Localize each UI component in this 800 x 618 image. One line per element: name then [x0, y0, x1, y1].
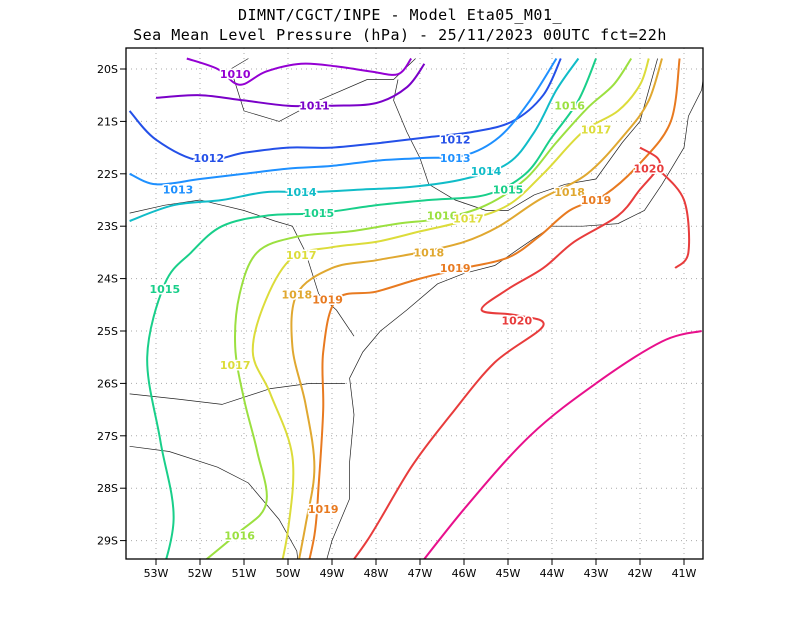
lon-tick-label: 46W [452, 567, 477, 580]
isobar-1010 [186, 57, 413, 86]
lat-tick-label: 26S [97, 377, 118, 390]
isobar-contours [128, 57, 702, 559]
contour-label: 1019 [312, 294, 343, 307]
lon-tick-label: 43W [584, 567, 609, 580]
isobar-1021 [423, 330, 702, 559]
coastline-path [326, 77, 703, 559]
lat-tick-label: 28S [97, 482, 118, 495]
lon-tick-label: 51W [232, 567, 257, 580]
lat-tick-label: 22S [97, 168, 118, 181]
lon-tick-label: 41W [672, 567, 697, 580]
chart-title-line1: DIMNT/CGCT/INPE - Model Eta05_M01_ [237, 6, 563, 24]
contour-label: 1019 [308, 503, 339, 516]
lon-tick-label: 47W [408, 567, 433, 580]
isobar-1014 [129, 57, 580, 222]
lon-tick-label: 49W [320, 567, 345, 580]
lon-tick-label: 42W [628, 567, 653, 580]
lat-tick-label: 24S [97, 273, 118, 286]
contour-label: 1014 [286, 186, 317, 199]
contour-label: 1012 [440, 134, 471, 147]
isobar-1018 [290, 58, 663, 559]
contour-label: 1017 [581, 123, 612, 136]
coastline-path [230, 58, 249, 70]
longitude-axis: 53W 52W 51W 50W 49W 48W 47W 46W 45W 44W 43W 42W 41W [144, 559, 697, 580]
chart-title-line2: Sea Mean Level Pressure (hPa) - 25/11/20… [133, 26, 667, 44]
contour-label: 1010 [220, 68, 251, 81]
lat-tick-label: 21S [97, 115, 118, 128]
contour-label: 1017 [453, 212, 484, 225]
contour-label: 1011 [299, 100, 330, 113]
coastline-path [129, 199, 355, 337]
contour-label: 1020 [633, 163, 664, 176]
coastline-path [129, 445, 299, 559]
lat-tick-label: 27S [97, 430, 118, 443]
lat-lon-grid [126, 48, 703, 559]
contour-label: 1017 [286, 249, 317, 262]
plot-frame [125, 47, 704, 560]
contour-label: 1016 [224, 529, 255, 542]
lat-tick-label: 25S [97, 325, 118, 338]
coastline-path [534, 58, 658, 196]
lon-tick-label: 50W [276, 567, 301, 580]
lon-tick-label: 52W [188, 567, 213, 580]
contour-label: 1020 [501, 315, 532, 328]
latitude-axis: 20S 21S 22S 23S 24S 25S 26S 27S 28S 29S [97, 63, 126, 548]
lon-tick-label: 48W [364, 567, 389, 580]
contour-label: 1013 [163, 184, 194, 197]
contour-label: 1017 [220, 359, 251, 372]
isobar-1013 [129, 57, 558, 186]
contour-label: 1016 [554, 100, 585, 113]
isobar-1020 [656, 167, 691, 269]
contour-label: 1016 [427, 210, 458, 223]
isobar-1016 [205, 57, 633, 559]
isobar-1015 [146, 58, 597, 559]
contour-label: 1015 [149, 283, 180, 296]
lon-tick-label: 53W [144, 567, 169, 580]
lon-tick-label: 45W [496, 567, 521, 580]
contour-label: 1018 [413, 246, 444, 259]
contour-label: 1019 [581, 194, 612, 207]
lat-tick-label: 23S [97, 220, 118, 233]
contour-label: 1015 [303, 207, 334, 220]
coastline-path [230, 58, 416, 122]
lat-tick-label: 20S [97, 63, 118, 76]
isobar-1011 [155, 63, 426, 108]
contour-label: 1019 [440, 262, 471, 275]
contour-label: 1018 [554, 186, 585, 199]
coastline-path [129, 383, 346, 405]
contour-label: 1018 [281, 288, 312, 301]
contour-label: 1015 [493, 184, 524, 197]
contour-label: 1012 [193, 152, 224, 165]
lon-tick-label: 44W [540, 567, 565, 580]
isobar-1019 [308, 58, 681, 559]
contour-label: 1014 [471, 165, 502, 178]
contour-label: 1013 [440, 152, 471, 165]
isobar-1012 [128, 58, 562, 163]
isobar-1017 [251, 58, 650, 559]
isobar-1020 [352, 146, 661, 559]
lat-tick-label: 29S [97, 535, 118, 548]
